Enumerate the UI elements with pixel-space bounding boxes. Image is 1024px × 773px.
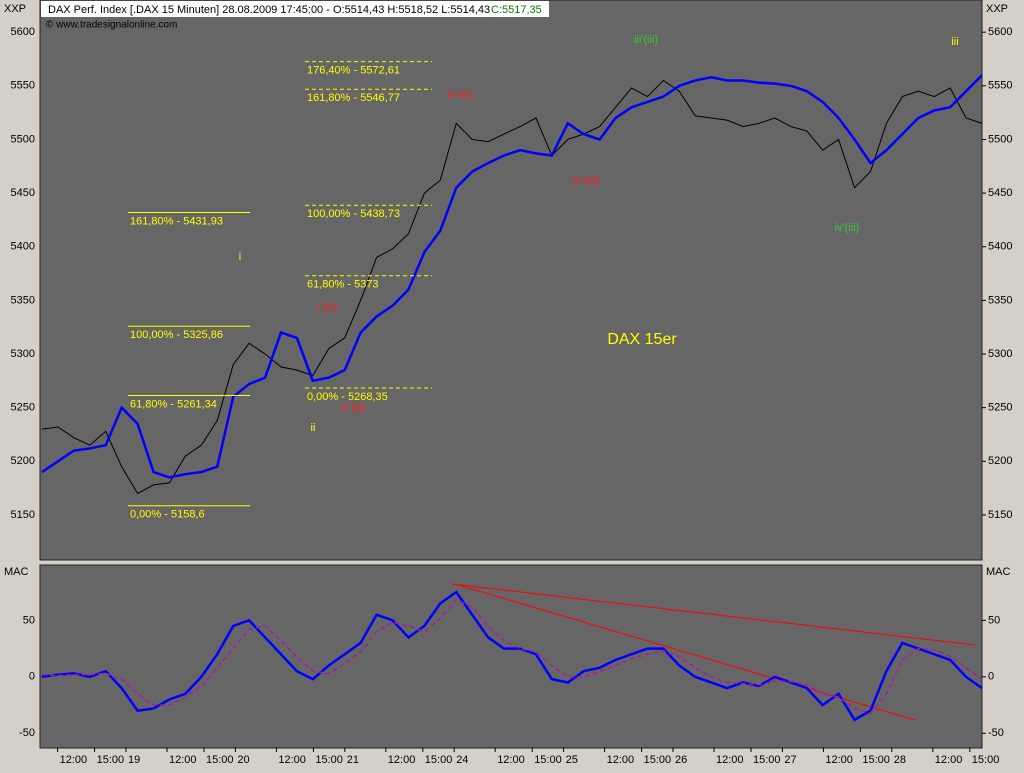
y-tick-label: 5450 bbox=[988, 187, 1012, 199]
x-tick-label: 15:00 bbox=[97, 754, 125, 766]
x-tick-label: 25 bbox=[566, 754, 578, 766]
header-box bbox=[41, 1, 549, 17]
y-tick-label: -50 bbox=[19, 727, 35, 739]
wave-label: iv''(iii) bbox=[573, 175, 600, 187]
y-tick-label: 5400 bbox=[988, 241, 1012, 253]
x-tick-label: 12:00 bbox=[169, 754, 197, 766]
x-tick-label: 15:00 bbox=[425, 754, 453, 766]
series-line bbox=[41, 74, 983, 479]
x-tick-label: 12:00 bbox=[497, 754, 525, 766]
mac-label: MAC bbox=[986, 566, 1011, 578]
copyright: © www.tradesignalonline.com bbox=[46, 20, 177, 31]
fib-label: 61,80% - 5373 bbox=[307, 279, 379, 291]
x-tick-label: 12:00 bbox=[607, 754, 635, 766]
wave-label: ii''(iii) bbox=[342, 402, 366, 414]
series-line bbox=[41, 599, 983, 714]
wave-label: iv'(iii) bbox=[835, 222, 860, 234]
x-tick-label: 12:00 bbox=[716, 754, 744, 766]
y-tick-label: 5600 bbox=[11, 26, 35, 38]
x-tick-label: 12:00 bbox=[388, 754, 416, 766]
y-tick-label: 5300 bbox=[988, 348, 1012, 360]
mac-label: MAC bbox=[4, 566, 29, 578]
wave-label: iii bbox=[951, 36, 958, 48]
y-tick-label: 5150 bbox=[11, 509, 35, 521]
x-tick-label: 27 bbox=[784, 754, 796, 766]
y-tick-label: 50 bbox=[23, 614, 35, 626]
x-tick-label: 19 bbox=[128, 754, 140, 766]
corner-label: XXP bbox=[986, 3, 1008, 15]
y-tick-label: 5350 bbox=[11, 294, 35, 306]
price-panel bbox=[39, 0, 983, 561]
mac-panel bbox=[39, 564, 983, 749]
x-tick-label: 28 bbox=[894, 754, 906, 766]
x-tick-label: 15:00 bbox=[862, 754, 890, 766]
x-tick-label: 15:00 bbox=[534, 754, 562, 766]
x-tick-label: 15:00 bbox=[972, 754, 1000, 766]
wave-label: ii bbox=[311, 422, 316, 434]
y-tick-label: 5450 bbox=[11, 187, 35, 199]
y-tick-label: 5500 bbox=[988, 133, 1012, 145]
y-tick-label: 5150 bbox=[988, 509, 1012, 521]
x-tick-label: 15:00 bbox=[644, 754, 672, 766]
corner-label: XXP bbox=[4, 3, 26, 15]
y-tick-label: -50 bbox=[988, 727, 1004, 739]
y-tick-label: 5550 bbox=[11, 80, 35, 92]
fib-label: 0,00% - 5158,6 bbox=[130, 509, 205, 521]
wave-label: i''(iii) bbox=[316, 302, 337, 314]
fib-label: 161,80% - 5431,93 bbox=[130, 215, 223, 227]
x-tick-label: 12:00 bbox=[935, 754, 963, 766]
series-line bbox=[41, 590, 983, 722]
wave-label: i bbox=[239, 251, 241, 263]
x-tick-label: 15:00 bbox=[315, 754, 343, 766]
fib-label: 100,00% - 5438,73 bbox=[307, 208, 400, 220]
y-tick-label: 5350 bbox=[988, 294, 1012, 306]
header-close: C:5517,35 bbox=[491, 4, 542, 16]
fib-label: 100,00% - 5325,86 bbox=[130, 329, 223, 341]
y-tick-label: 5200 bbox=[988, 455, 1012, 467]
y-tick-label: 5250 bbox=[988, 402, 1012, 414]
x-tick-label: 24 bbox=[456, 754, 468, 766]
x-tick-label: 12:00 bbox=[278, 754, 306, 766]
y-tick-label: 0 bbox=[988, 671, 994, 683]
header-text: DAX Perf. Index [.DAX 15 Minuten] 28.08.… bbox=[48, 4, 490, 16]
y-tick-label: 5500 bbox=[11, 133, 35, 145]
x-tick-label: 26 bbox=[675, 754, 687, 766]
y-tick-label: 0 bbox=[29, 671, 35, 683]
x-tick-label: 15:00 bbox=[206, 754, 234, 766]
series-line bbox=[41, 79, 983, 495]
fib-label: 176,40% - 5572,61 bbox=[307, 64, 400, 76]
x-tick-label: 15:00 bbox=[753, 754, 781, 766]
wave-label: iii'(iii) bbox=[634, 34, 658, 46]
chart-title: DAX 15er bbox=[607, 331, 677, 348]
x-tick-label: 12:00 bbox=[825, 754, 853, 766]
y-tick-label: 5550 bbox=[988, 80, 1012, 92]
y-tick-label: 50 bbox=[988, 614, 1000, 626]
y-tick-label: 5200 bbox=[11, 455, 35, 467]
trend-line bbox=[451, 583, 976, 646]
y-tick-label: 5400 bbox=[11, 241, 35, 253]
y-tick-label: 5600 bbox=[988, 26, 1012, 38]
y-tick-label: 5250 bbox=[11, 402, 35, 414]
fib-label: 161,80% - 5546,77 bbox=[307, 92, 400, 104]
wave-label: iii''(iii) bbox=[447, 89, 473, 101]
x-tick-label: 12:00 bbox=[60, 754, 88, 766]
fib-label: 0,00% - 5268,35 bbox=[307, 391, 388, 403]
y-tick-label: 5300 bbox=[11, 348, 35, 360]
x-tick-label: 21 bbox=[347, 754, 359, 766]
fib-label: 61,80% - 5261,34 bbox=[130, 398, 217, 410]
x-tick-label: 20 bbox=[237, 754, 249, 766]
